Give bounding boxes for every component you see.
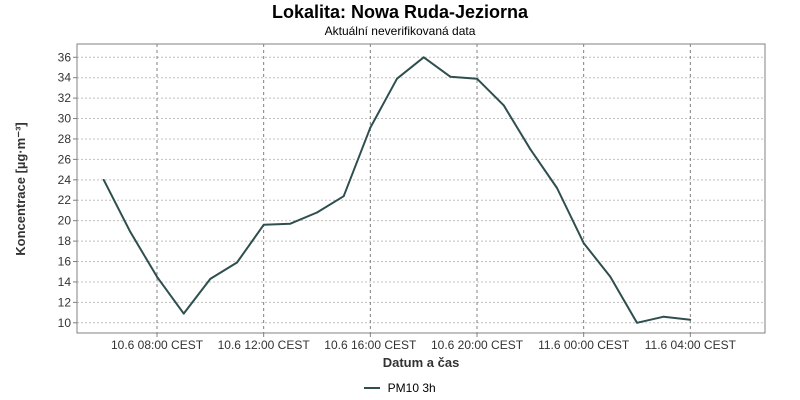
data-point (262, 223, 265, 226)
series-line (102, 56, 691, 324)
data-point (609, 275, 612, 278)
legend: PM10 3h (0, 380, 800, 396)
x-axis: 10.6 08:00 CEST 10.6 12:00 CEST 10.6 16:00… (111, 333, 737, 352)
data-point (342, 195, 345, 198)
data-point (529, 148, 532, 151)
data-point (662, 315, 665, 318)
data-point (182, 312, 185, 315)
x-tick-label: 11.6 00:00 CEST (538, 338, 630, 352)
x-tick-label: 10.6 12:00 CEST (218, 338, 311, 352)
data-point (556, 187, 558, 189)
x-tick-label: 10.6 16:00 CEST (324, 338, 417, 352)
data-point (449, 75, 452, 78)
data-point (636, 321, 638, 324)
data-point (396, 77, 398, 80)
y-tick-label: 12 (58, 295, 72, 309)
y-tick-label: 24 (58, 173, 72, 187)
data-point (369, 126, 372, 129)
y-tick-label: 26 (58, 152, 72, 166)
x-tick-label: 10.6 20:00 CEST (431, 338, 524, 352)
data-point (156, 275, 158, 278)
y-tick-label: 36 (58, 50, 72, 64)
grid-lines (77, 44, 765, 333)
data-point (102, 178, 105, 181)
y-tick-label: 20 (58, 214, 72, 228)
y-tick-label: 30 (58, 112, 72, 126)
y-tick-label: 32 (58, 91, 72, 105)
data-point (316, 211, 318, 214)
y-tick-label: 16 (58, 255, 72, 269)
y-tick-label: 22 (58, 193, 72, 207)
data-point (129, 231, 132, 233)
chart-title: Lokalita: Nowa Ruda-Jeziorna (271, 2, 529, 22)
data-point (689, 318, 692, 321)
series-group (102, 56, 692, 324)
data-point (209, 277, 212, 280)
y-axis-label: Koncentrace [µg·m⁻³] (13, 122, 28, 256)
y-axis: 10 12 14 16 18 20 22 24 26 28 30 32 34 36 (58, 50, 77, 330)
legend-label: PM10 3h (387, 381, 436, 395)
x-tick-label: 10.6 08:00 CEST (111, 338, 204, 352)
data-point (476, 77, 478, 80)
y-tick-label: 14 (58, 275, 72, 289)
y-tick-label: 28 (58, 132, 72, 146)
data-point (502, 104, 505, 107)
chart-subtitle: Aktuální neverifikovaná data (324, 24, 476, 38)
data-point (422, 56, 425, 59)
y-tick-label: 18 (58, 234, 72, 248)
data-point (236, 261, 238, 264)
data-point (582, 242, 585, 245)
y-tick-label: 10 (58, 316, 72, 330)
legend-swatch (364, 386, 381, 389)
y-tick-label: 34 (58, 71, 72, 85)
plot-area (76, 43, 766, 334)
data-point (289, 222, 292, 225)
x-tick-label: 11.6 04:00 CEST (645, 338, 737, 352)
x-axis-label: Datum a čas (383, 355, 460, 370)
